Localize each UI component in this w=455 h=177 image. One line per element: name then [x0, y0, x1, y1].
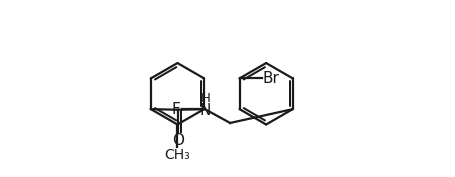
Text: H: H: [201, 92, 210, 105]
Text: O: O: [172, 133, 184, 148]
Text: Br: Br: [263, 71, 279, 86]
Text: N: N: [200, 102, 211, 118]
Text: F: F: [172, 102, 181, 117]
Text: CH₃: CH₃: [165, 148, 190, 162]
